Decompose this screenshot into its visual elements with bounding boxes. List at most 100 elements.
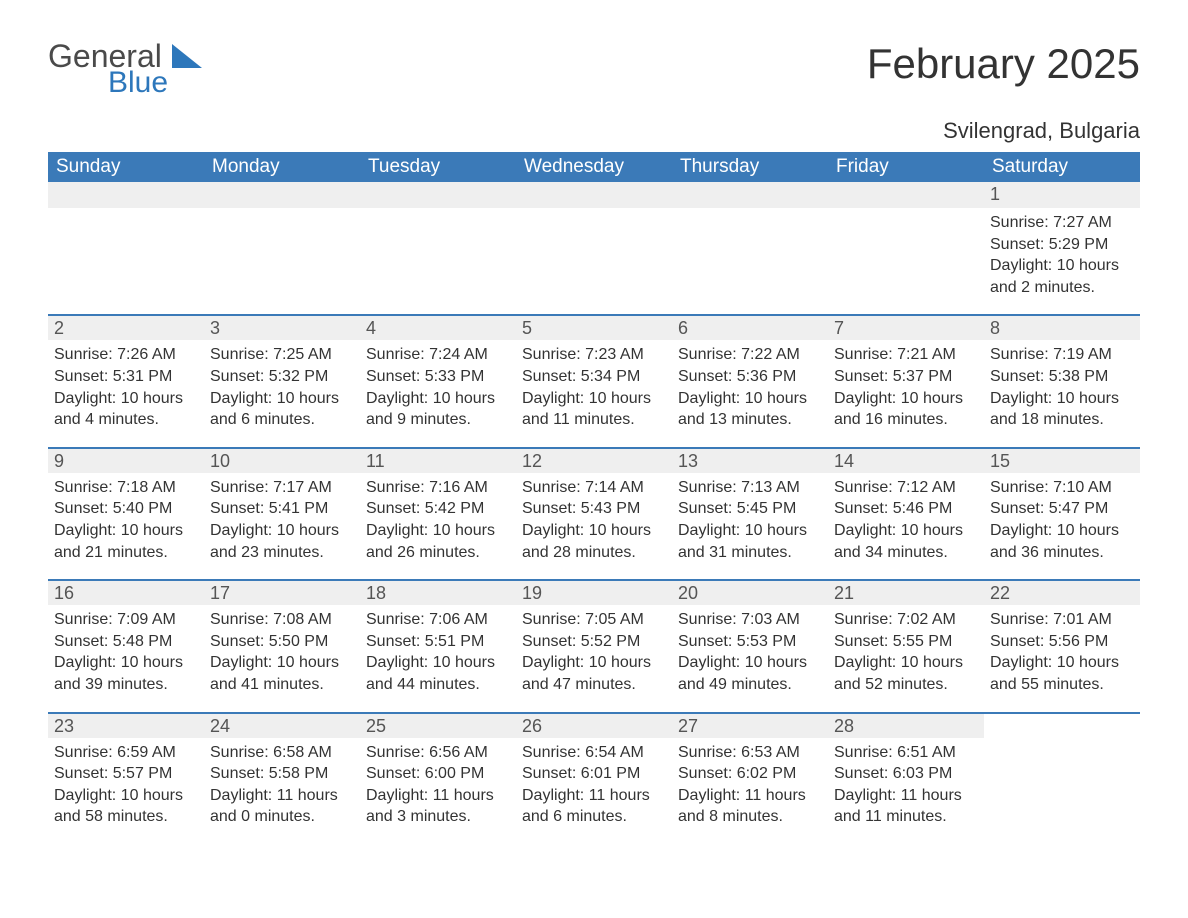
day-body: Sunrise: 7:24 AMSunset: 5:33 PMDaylight:… [360, 340, 516, 446]
daylight-text: Daylight: 10 hours and 4 minutes. [54, 388, 198, 431]
calendar-cell: 20Sunrise: 7:03 AMSunset: 5:53 PMDayligh… [672, 579, 828, 711]
day-body [204, 208, 360, 308]
daylight-text: Daylight: 11 hours and 0 minutes. [210, 785, 354, 828]
calendar-week: 16Sunrise: 7:09 AMSunset: 5:48 PMDayligh… [48, 579, 1140, 711]
day-number: 10 [204, 447, 360, 473]
sunset-text: Sunset: 5:43 PM [522, 498, 666, 520]
sunrise-text: Sunrise: 7:01 AM [990, 609, 1134, 631]
dayname-header: Monday [204, 152, 360, 182]
day-number: 19 [516, 579, 672, 605]
calendar-cell [828, 182, 984, 314]
dayname-header: Tuesday [360, 152, 516, 182]
calendar-cell: 6Sunrise: 7:22 AMSunset: 5:36 PMDaylight… [672, 314, 828, 446]
day-body: Sunrise: 7:18 AMSunset: 5:40 PMDaylight:… [48, 473, 204, 579]
day-number: 12 [516, 447, 672, 473]
day-body: Sunrise: 7:05 AMSunset: 5:52 PMDaylight:… [516, 605, 672, 711]
dayname-header: Friday [828, 152, 984, 182]
sunrise-text: Sunrise: 7:22 AM [678, 344, 822, 366]
day-number [828, 182, 984, 208]
logo-triangle-icon [172, 44, 202, 68]
sunrise-text: Sunrise: 7:18 AM [54, 477, 198, 499]
sunrise-text: Sunrise: 7:06 AM [366, 609, 510, 631]
day-body: Sunrise: 7:21 AMSunset: 5:37 PMDaylight:… [828, 340, 984, 446]
calendar-cell: 26Sunrise: 6:54 AMSunset: 6:01 PMDayligh… [516, 712, 672, 844]
sunset-text: Sunset: 5:45 PM [678, 498, 822, 520]
calendar-cell: 15Sunrise: 7:10 AMSunset: 5:47 PMDayligh… [984, 447, 1140, 579]
day-number: 22 [984, 579, 1140, 605]
calendar-cell: 17Sunrise: 7:08 AMSunset: 5:50 PMDayligh… [204, 579, 360, 711]
daylight-text: Daylight: 10 hours and 47 minutes. [522, 652, 666, 695]
day-body: Sunrise: 7:17 AMSunset: 5:41 PMDaylight:… [204, 473, 360, 579]
day-number [984, 712, 1140, 738]
daylight-text: Daylight: 10 hours and 55 minutes. [990, 652, 1134, 695]
day-body: Sunrise: 7:13 AMSunset: 5:45 PMDaylight:… [672, 473, 828, 579]
sunrise-text: Sunrise: 7:25 AM [210, 344, 354, 366]
calendar-cell: 22Sunrise: 7:01 AMSunset: 5:56 PMDayligh… [984, 579, 1140, 711]
daylight-text: Daylight: 10 hours and 11 minutes. [522, 388, 666, 431]
logo-word2: Blue [108, 66, 168, 100]
day-number [204, 182, 360, 208]
sunrise-text: Sunrise: 7:03 AM [678, 609, 822, 631]
day-body: Sunrise: 7:09 AMSunset: 5:48 PMDaylight:… [48, 605, 204, 711]
day-number: 4 [360, 314, 516, 340]
sunrise-text: Sunrise: 6:59 AM [54, 742, 198, 764]
day-body: Sunrise: 7:12 AMSunset: 5:46 PMDaylight:… [828, 473, 984, 579]
sunset-text: Sunset: 5:31 PM [54, 366, 198, 388]
daylight-text: Daylight: 10 hours and 23 minutes. [210, 520, 354, 563]
sunset-text: Sunset: 5:40 PM [54, 498, 198, 520]
daylight-text: Daylight: 10 hours and 2 minutes. [990, 255, 1134, 298]
sunset-text: Sunset: 5:34 PM [522, 366, 666, 388]
day-number: 17 [204, 579, 360, 605]
logo: General Blue [48, 40, 202, 100]
sunset-text: Sunset: 5:37 PM [834, 366, 978, 388]
day-number: 8 [984, 314, 1140, 340]
daylight-text: Daylight: 10 hours and 31 minutes. [678, 520, 822, 563]
sunset-text: Sunset: 5:48 PM [54, 631, 198, 653]
sunrise-text: Sunrise: 6:51 AM [834, 742, 978, 764]
sunrise-text: Sunrise: 7:12 AM [834, 477, 978, 499]
sunset-text: Sunset: 6:01 PM [522, 763, 666, 785]
sunrise-text: Sunrise: 7:10 AM [990, 477, 1134, 499]
calendar-cell: 21Sunrise: 7:02 AMSunset: 5:55 PMDayligh… [828, 579, 984, 711]
calendar-body: 1Sunrise: 7:27 AMSunset: 5:29 PMDaylight… [48, 182, 1140, 844]
daylight-text: Daylight: 11 hours and 6 minutes. [522, 785, 666, 828]
calendar-cell [204, 182, 360, 314]
day-number: 20 [672, 579, 828, 605]
day-number: 27 [672, 712, 828, 738]
sunrise-text: Sunrise: 7:09 AM [54, 609, 198, 631]
sunrise-text: Sunrise: 7:05 AM [522, 609, 666, 631]
day-body [984, 738, 1140, 838]
day-number: 16 [48, 579, 204, 605]
sunrise-text: Sunrise: 7:24 AM [366, 344, 510, 366]
dayname-header: Wednesday [516, 152, 672, 182]
calendar-cell: 16Sunrise: 7:09 AMSunset: 5:48 PMDayligh… [48, 579, 204, 711]
calendar-week: 2Sunrise: 7:26 AMSunset: 5:31 PMDaylight… [48, 314, 1140, 446]
day-body [360, 208, 516, 308]
sunrise-text: Sunrise: 7:17 AM [210, 477, 354, 499]
day-number: 13 [672, 447, 828, 473]
daylight-text: Daylight: 10 hours and 21 minutes. [54, 520, 198, 563]
day-number [48, 182, 204, 208]
daylight-text: Daylight: 10 hours and 44 minutes. [366, 652, 510, 695]
sunrise-text: Sunrise: 7:27 AM [990, 212, 1134, 234]
calendar-cell: 10Sunrise: 7:17 AMSunset: 5:41 PMDayligh… [204, 447, 360, 579]
location-subtitle: Svilengrad, Bulgaria [48, 118, 1140, 144]
day-body: Sunrise: 7:16 AMSunset: 5:42 PMDaylight:… [360, 473, 516, 579]
day-number: 3 [204, 314, 360, 340]
calendar-cell: 11Sunrise: 7:16 AMSunset: 5:42 PMDayligh… [360, 447, 516, 579]
calendar-cell [360, 182, 516, 314]
calendar-cell: 23Sunrise: 6:59 AMSunset: 5:57 PMDayligh… [48, 712, 204, 844]
sunset-text: Sunset: 5:29 PM [990, 234, 1134, 256]
day-body [828, 208, 984, 308]
calendar-cell: 27Sunrise: 6:53 AMSunset: 6:02 PMDayligh… [672, 712, 828, 844]
day-body: Sunrise: 6:58 AMSunset: 5:58 PMDaylight:… [204, 738, 360, 844]
daylight-text: Daylight: 10 hours and 52 minutes. [834, 652, 978, 695]
calendar-cell: 3Sunrise: 7:25 AMSunset: 5:32 PMDaylight… [204, 314, 360, 446]
calendar-cell: 9Sunrise: 7:18 AMSunset: 5:40 PMDaylight… [48, 447, 204, 579]
day-body: Sunrise: 6:59 AMSunset: 5:57 PMDaylight:… [48, 738, 204, 844]
sunrise-text: Sunrise: 6:54 AM [522, 742, 666, 764]
day-body: Sunrise: 6:56 AMSunset: 6:00 PMDaylight:… [360, 738, 516, 844]
daylight-text: Daylight: 10 hours and 28 minutes. [522, 520, 666, 563]
sunrise-text: Sunrise: 7:14 AM [522, 477, 666, 499]
calendar-cell: 13Sunrise: 7:13 AMSunset: 5:45 PMDayligh… [672, 447, 828, 579]
